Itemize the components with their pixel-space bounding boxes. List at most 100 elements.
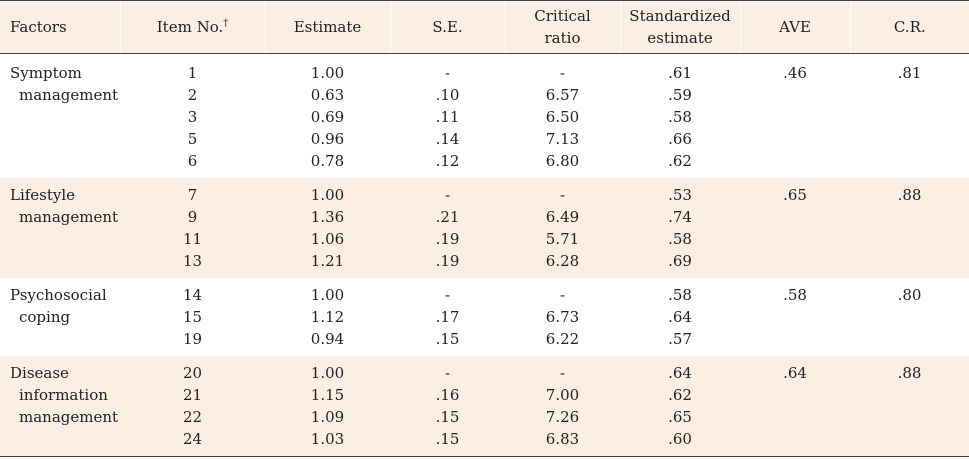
- estimate-value: 1.15: [310, 386, 345, 404]
- critical-ratio-value: 6.22: [545, 330, 580, 348]
- standardized-estimate-value: .62: [668, 152, 692, 170]
- critical-ratio-value: 5.71: [545, 230, 580, 248]
- cr-value: .81: [897, 64, 922, 82]
- standardized-estimate-cell: .58 .64 .57: [620, 278, 740, 356]
- se-value: -: [444, 186, 451, 204]
- critical-ratio-value: 6.49: [545, 208, 580, 226]
- item-no-value: 22: [182, 408, 203, 426]
- item-no-value: 7: [187, 186, 198, 204]
- se-value: -: [444, 64, 451, 82]
- se-value: .11: [435, 108, 460, 126]
- critical-ratio-value: 6.50: [545, 108, 580, 126]
- se-value: .15: [435, 408, 460, 426]
- se-value: .19: [435, 230, 460, 248]
- dagger-mark: †: [223, 18, 229, 29]
- ave-value: .64: [740, 356, 850, 457]
- item-no-value: 15: [182, 308, 203, 326]
- standardized-estimate-value: .65: [668, 408, 692, 426]
- critical-ratio-value: 7.00: [545, 386, 580, 404]
- standardized-estimate-value: .57: [668, 330, 692, 348]
- factor-group-row: Psychosocial coping 14 15 19 1.00 1.12 0.94 - .17…: [0, 278, 969, 356]
- se-value: .12: [435, 152, 460, 170]
- estimate-value: 1.12: [310, 308, 345, 326]
- item-no-value: 13: [182, 252, 203, 270]
- header-item-no: Item No.†: [119, 0, 265, 54]
- critical-ratio-value: -: [559, 364, 566, 382]
- se-value: -: [444, 364, 451, 382]
- standardized-estimate-value: .53: [668, 186, 692, 204]
- item-no-value: 20: [182, 364, 203, 382]
- estimate-value: 1.00: [310, 186, 345, 204]
- ave-value: .46: [783, 64, 807, 82]
- estimate-value: 1.06: [310, 230, 345, 248]
- standardized-estimate-value: .64: [668, 364, 692, 382]
- header-factors: Factors: [0, 0, 120, 54]
- standardized-estimate-value: .58: [668, 286, 692, 304]
- factor-name: Psychosocial coping: [10, 286, 107, 326]
- se-value: .15: [435, 330, 460, 348]
- item-no-value: 5: [187, 130, 198, 148]
- se-value: .17: [435, 308, 460, 326]
- critical-ratio-cell: - 6.57 6.50 7.13 6.80: [505, 54, 620, 179]
- estimate-cell: 1.00 1.36 1.06 1.21: [265, 178, 390, 278]
- item-no-value: 14: [182, 286, 203, 304]
- critical-ratio-value: 7.13: [545, 130, 580, 148]
- item-no-value: 1: [187, 64, 198, 82]
- standardized-estimate-value: .62: [668, 386, 692, 404]
- estimate-cell: 1.00 0.63 0.69 0.96 0.78: [265, 54, 390, 179]
- header-estimate: Estimate: [264, 0, 390, 54]
- item-no-value: 24: [182, 430, 203, 448]
- estimate-value: 0.78: [310, 152, 345, 170]
- factor-name: Symptom management: [10, 64, 119, 104]
- standardized-estimate-cell: .61 .59 .58 .66 .62: [620, 54, 740, 179]
- item-no-cell: 7 9 11 13: [120, 178, 265, 278]
- item-no-value: 6: [187, 152, 198, 170]
- estimate-cell: 1.00 1.15 1.09 1.03: [265, 356, 390, 457]
- se-value: .15: [435, 430, 460, 448]
- header-row: Factors Item No.† Estimate S.E. Critical…: [0, 0, 969, 54]
- estimate-value: 1.09: [310, 408, 345, 426]
- header-se: S.E.: [389, 0, 505, 54]
- standardized-estimate-value: .66: [668, 130, 692, 148]
- estimate-value: 0.94: [310, 330, 345, 348]
- item-no-value: 11: [182, 230, 203, 248]
- factor-group-row: Lifestyle management 7 9 11 13 1.00 1.36 1.06 1.2…: [0, 178, 969, 278]
- estimate-value: 0.69: [310, 108, 345, 126]
- item-no-value: 2: [187, 86, 198, 104]
- standardized-estimate-cell: .53 .74 .58 .69: [620, 178, 740, 278]
- cr-value: .80: [897, 286, 922, 304]
- critical-ratio-value: 6.57: [545, 86, 580, 104]
- estimate-value: 1.00: [310, 64, 345, 82]
- header-cr: C.R.: [849, 0, 969, 54]
- factor-group-row: Disease information management 20 21 22 24 1.00…: [0, 356, 969, 457]
- estimate-value: 1.03: [310, 430, 345, 448]
- estimate-value: 1.36: [310, 208, 345, 226]
- se-value: .10: [435, 86, 460, 104]
- se-value: .14: [435, 130, 460, 148]
- item-no-value: 19: [182, 330, 203, 348]
- critical-ratio-cell: - 7.00 7.26 6.83: [505, 356, 620, 457]
- estimate-value: 0.63: [310, 86, 345, 104]
- header-standardized-estimate: Standardized estimate: [619, 0, 740, 54]
- critical-ratio-value: 7.26: [545, 408, 580, 426]
- item-no-cell: 14 15 19: [120, 278, 265, 356]
- header-ave: AVE: [739, 0, 850, 54]
- se-value: .21: [435, 208, 460, 226]
- standardized-estimate-value: .60: [668, 430, 692, 448]
- factor-name: Lifestyle management: [0, 178, 120, 278]
- item-no-value: 3: [187, 108, 198, 126]
- item-no-value: 9: [187, 208, 198, 226]
- standardized-estimate-value: .58: [668, 108, 692, 126]
- factor-name: Disease information management: [0, 356, 120, 457]
- standardized-estimate-cell: .64 .62 .65 .60: [620, 356, 740, 457]
- estimate-cell: 1.00 1.12 0.94: [265, 278, 390, 356]
- se-value: .16: [435, 386, 460, 404]
- se-cell: - .16 .15 .15: [390, 356, 505, 457]
- critical-ratio-cell: - 6.49 5.71 6.28: [505, 178, 620, 278]
- standardized-estimate-value: .74: [668, 208, 692, 226]
- estimate-value: 1.21: [310, 252, 345, 270]
- header-critical-ratio: Critical ratio: [504, 0, 620, 54]
- critical-ratio-cell: - 6.73 6.22: [505, 278, 620, 356]
- standardized-estimate-value: .64: [668, 308, 692, 326]
